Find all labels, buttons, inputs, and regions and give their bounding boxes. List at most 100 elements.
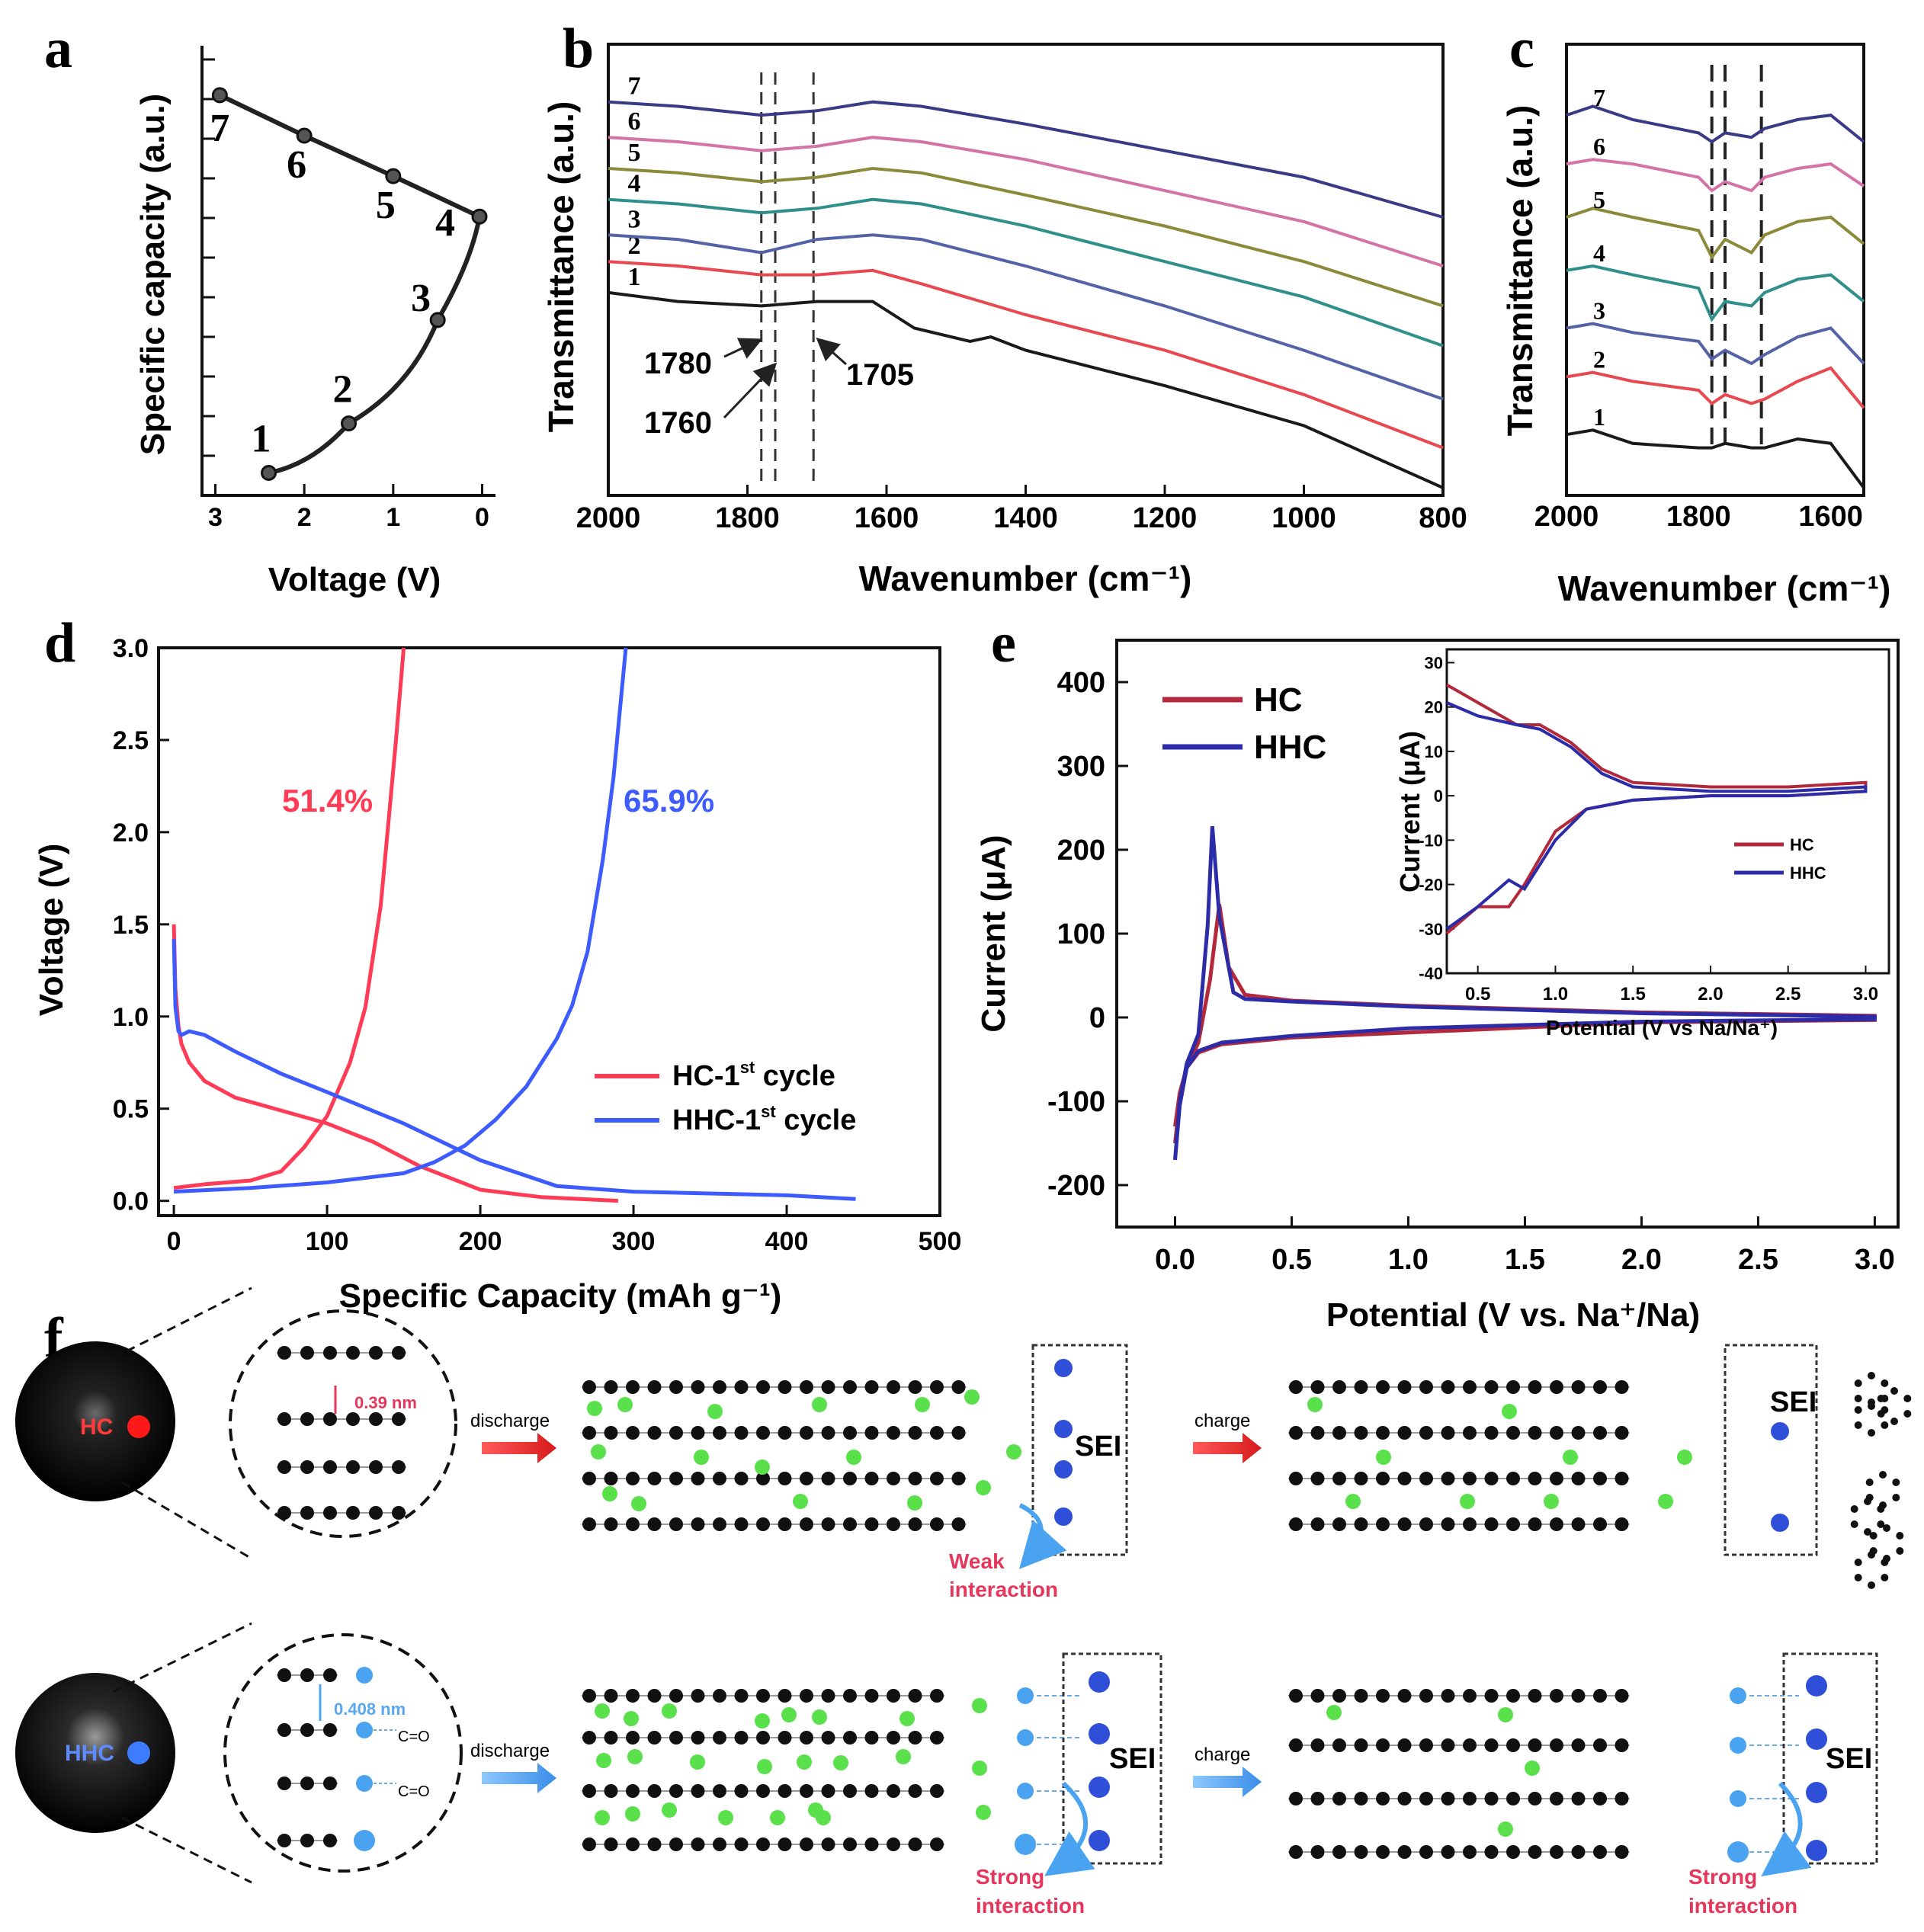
- hhc-chg-row-0-atom-13: [1571, 1689, 1586, 1703]
- ring-e-5: [1877, 1505, 1885, 1513]
- hhc-dis-row-0-atom-3: [647, 1689, 662, 1703]
- e-xtick-label-2.5: 2.5: [1738, 1244, 1778, 1276]
- hhc-dis-na-14: [896, 1749, 911, 1764]
- ei-ytick-label-10: 10: [1425, 742, 1443, 761]
- panel-label-a: a: [44, 18, 72, 80]
- hhc-chg-row-3-atom-15: [1615, 1845, 1629, 1859]
- hc-chg-row-3-atom-4: [1376, 1517, 1390, 1531]
- d-ytick-label-2.5: 2.5: [113, 726, 149, 755]
- hc-dis-row-1-atom-2: [626, 1426, 640, 1440]
- ei-series-hhc: [1445, 701, 1868, 931]
- hhc-zoom-row-3-atom-1: [300, 1834, 314, 1847]
- hhc-dis-row-0-atom-15: [908, 1689, 922, 1703]
- hhc-zoom-o-3: [354, 1830, 375, 1851]
- schematic-f: HC 0.39 nm discharge SEI Weak interactio…: [15, 1286, 1912, 1918]
- hc-dis-na-4: [915, 1397, 930, 1412]
- c-series-4: [1566, 264, 1865, 322]
- hc-chg-row-0-atom-0: [1289, 1380, 1303, 1394]
- hhc-chg-strong-label: Strong: [1688, 1865, 1757, 1889]
- ei-xtick-label-1.0: 1.0: [1543, 984, 1568, 1004]
- hhc-chg-row-1-atom-7: [1441, 1738, 1455, 1752]
- hc-dis-row-1-atom-9: [778, 1426, 792, 1440]
- hc-dis-na-0: [587, 1401, 602, 1416]
- b-series-label-1: 1: [628, 263, 641, 291]
- hhc-dis-row-1-atom-13: [864, 1731, 879, 1745]
- ring-d-3: [1865, 1479, 1874, 1486]
- hhc-dis-row-0-atom-6: [713, 1689, 726, 1703]
- hc-zoom-row-1-atom-3: [346, 1412, 360, 1426]
- hc-dis-row-2-atom-14: [887, 1472, 900, 1485]
- hhc-chg-row-1-atom-15: [1615, 1738, 1629, 1752]
- hhc-dis-row-1-atom-4: [669, 1731, 683, 1745]
- ring-g-1: [1868, 1581, 1875, 1589]
- hc-chg-row-1-atom-13: [1571, 1426, 1586, 1440]
- hc-chg-row-1-atom-1: [1310, 1426, 1325, 1440]
- d-annot-hc: 51.4%: [282, 783, 373, 819]
- ring-g-3: [1854, 1559, 1862, 1566]
- hhc-dis-row-2-atom-0: [582, 1784, 596, 1798]
- hc-chg-row-3-atom-3: [1354, 1517, 1368, 1531]
- hhc-chg-row-2-atom-10: [1506, 1792, 1520, 1805]
- hhc-dis-row-2-atom-14: [887, 1784, 900, 1798]
- c-series-label-5: 5: [1593, 186, 1605, 213]
- a-point-label-4: 4: [435, 201, 455, 245]
- hc-dis-row-1-atom-11: [821, 1426, 835, 1440]
- ring-e-1: [1864, 1528, 1871, 1536]
- b-series-label-7: 7: [628, 72, 641, 101]
- hc-chg-row-0-atom-13: [1571, 1380, 1586, 1394]
- hhc-chg-sei-ion-1: [1806, 1729, 1827, 1750]
- b-series-7: [608, 100, 1444, 219]
- hc-dis-row-3-atom-11: [821, 1517, 835, 1531]
- ring-g-5: [1881, 1559, 1889, 1566]
- hhc-dis-row-0-atom-1: [604, 1689, 618, 1703]
- hc-zoom-row-2-atom-4: [369, 1460, 383, 1474]
- hc-dis-row-2-atom-15: [908, 1472, 922, 1485]
- hhc-chg-row-2-atom-12: [1550, 1792, 1563, 1805]
- hc-zoom-row-0-atom-5: [392, 1346, 406, 1360]
- hc-dis-sei-ion-1: [1054, 1420, 1073, 1438]
- b-annot-1760: 1760: [644, 406, 712, 440]
- hc-dis-row-3-atom-10: [800, 1517, 813, 1531]
- hc-dis-row-3-atom-17: [951, 1517, 966, 1531]
- hc-dis-row-1-atom-10: [800, 1426, 813, 1440]
- hhc-chg-row-3-atom-7: [1441, 1845, 1455, 1859]
- ring-c-0: [1881, 1421, 1889, 1429]
- hhc-chg-row-0-atom-7: [1441, 1689, 1455, 1703]
- hc-chg-row-1-atom-11: [1528, 1426, 1542, 1440]
- hhc-chg-row-1-atom-5: [1397, 1738, 1412, 1752]
- hhc-dis-row-0-atom-7: [734, 1689, 749, 1703]
- e-inset-xlabel: Potential (V vs Na/Na⁺): [1546, 1016, 1778, 1040]
- hhc-chg-row-2-atom-11: [1528, 1792, 1542, 1805]
- b-xtick-label-1800: 1800: [715, 502, 780, 534]
- hc-chg-row-2-atom-14: [1593, 1472, 1607, 1485]
- c-xtick-label-2000: 2000: [1534, 501, 1599, 533]
- d-ytick-label-3.0: 3.0: [113, 634, 149, 663]
- hhc-zoom-row-1-atom-1: [300, 1723, 314, 1737]
- hhc-chg-row-2-atom-9: [1484, 1792, 1499, 1805]
- e-ytick-label-0: 0: [1089, 1002, 1105, 1034]
- hhc-chg-row-0-atom-2: [1332, 1689, 1346, 1703]
- hc-chg-row-1-atom-10: [1506, 1426, 1520, 1440]
- hhc-dis-strong-interaction: interaction: [976, 1894, 1085, 1918]
- hc-dis-row-0-atom-13: [864, 1380, 879, 1394]
- hc-chg-na-5: [1345, 1494, 1361, 1509]
- hhc-chg-row-1-atom-2: [1332, 1738, 1346, 1752]
- hhc-chg-o-2: [1730, 1790, 1746, 1807]
- hhc-chg-row-2-atom-1: [1310, 1792, 1325, 1805]
- hhc-dis-na-3: [755, 1713, 770, 1729]
- hhc-chg-row-0-atom-11: [1528, 1689, 1542, 1703]
- ring-b-4: [1890, 1387, 1898, 1395]
- b-annot-1780: 1780: [644, 347, 712, 380]
- hhc-chg-na-2: [1525, 1761, 1540, 1776]
- c-series-label-6: 6: [1593, 133, 1605, 160]
- hhc-chg-row-3-atom-12: [1550, 1845, 1563, 1859]
- hhc-dis-na-23: [976, 1805, 991, 1820]
- d-xtick-label-200: 200: [459, 1227, 502, 1256]
- hhc-chg-row-2-atom-0: [1289, 1792, 1303, 1805]
- ring-a-5: [1881, 1379, 1889, 1387]
- hhc-dis-row-3-atom-13: [864, 1837, 879, 1851]
- hhc-zoom-row-3-atom-0: [277, 1834, 291, 1847]
- d-ytick-label-2.0: 2.0: [113, 819, 149, 847]
- hhc-dis-row-0-atom-9: [778, 1689, 792, 1703]
- ring-f-4: [1883, 1524, 1890, 1532]
